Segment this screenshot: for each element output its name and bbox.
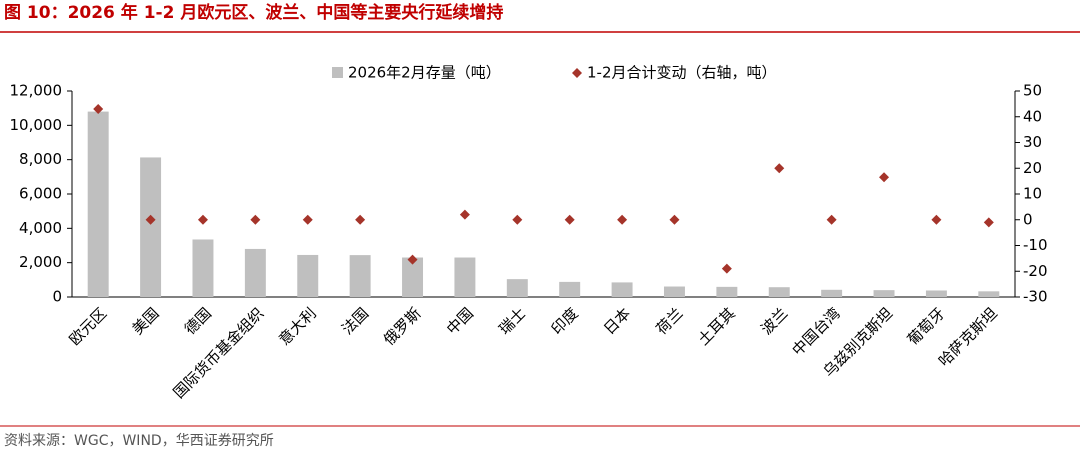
y-tick-label: 4,000 — [19, 219, 62, 237]
point — [512, 214, 523, 225]
bar — [297, 254, 319, 297]
y-tick-label: 0 — [52, 288, 62, 306]
x-tick-label: 日本 — [600, 304, 634, 338]
x-tick-label: 葡萄牙 — [904, 304, 949, 349]
x-tick-label: 国际货币基金组织 — [170, 304, 268, 402]
y2-tick-label: -20 — [1023, 262, 1048, 280]
x-tick-label: 波兰 — [757, 304, 791, 338]
x-tick-label: 中国 — [443, 304, 477, 338]
bar — [192, 239, 214, 297]
x-tick-label: 美国 — [129, 304, 163, 338]
bar — [87, 111, 109, 297]
x-tick-label: 德国 — [181, 304, 215, 338]
y2-tick-label: 0 — [1023, 210, 1033, 228]
point — [407, 254, 418, 265]
source-note: 资料来源：WGC，WIND，华西证券研究所 — [4, 433, 274, 449]
point — [355, 214, 366, 225]
bar — [140, 157, 162, 297]
y2-tick-label: 50 — [1023, 82, 1042, 100]
bar — [978, 291, 1000, 297]
point — [564, 214, 575, 225]
bar — [716, 286, 738, 297]
bar — [663, 286, 685, 297]
y-tick-label: 2,000 — [19, 253, 62, 271]
x-tick-label: 荷兰 — [653, 304, 687, 338]
x-tick-label: 印度 — [548, 304, 582, 338]
y2-tick-label: 20 — [1023, 159, 1042, 177]
point — [879, 172, 890, 183]
legend-swatch — [332, 67, 343, 78]
point — [459, 209, 470, 220]
x-tick-label: 俄罗斯 — [380, 304, 425, 349]
point — [669, 214, 680, 225]
x-tick-label: 土耳其 — [694, 304, 739, 349]
bar — [506, 279, 528, 297]
bar — [402, 257, 424, 297]
point — [197, 214, 208, 225]
point — [931, 214, 942, 225]
point — [93, 104, 104, 115]
point — [302, 214, 313, 225]
y-tick-label: 10,000 — [10, 116, 63, 134]
point — [250, 214, 261, 225]
x-tick-label: 瑞士 — [495, 304, 529, 338]
bar — [611, 282, 633, 297]
y2-tick-label: -30 — [1023, 288, 1048, 306]
bar — [244, 248, 266, 297]
point — [617, 214, 628, 225]
y-tick-label: 6,000 — [19, 185, 62, 203]
y2-tick-label: -10 — [1023, 236, 1048, 254]
bar — [821, 289, 843, 297]
point — [774, 163, 785, 174]
legend-label: 1-2月合计变动（右轴，吨） — [587, 64, 777, 82]
point — [145, 214, 156, 225]
bar — [768, 287, 790, 297]
y-tick-label: 8,000 — [19, 150, 62, 168]
point — [721, 263, 732, 274]
bar — [925, 290, 947, 297]
y2-tick-label: 40 — [1023, 107, 1042, 125]
legend-swatch — [572, 68, 582, 78]
point — [983, 217, 994, 228]
bar — [349, 255, 371, 297]
x-tick-label: 欧元区 — [66, 304, 111, 349]
y2-tick-label: 30 — [1023, 133, 1042, 151]
x-tick-label: 意大利 — [275, 304, 320, 349]
y-tick-label: 12,000 — [10, 82, 63, 100]
point — [826, 214, 837, 225]
bar — [873, 290, 895, 297]
legend-label: 2026年2月存量（吨） — [348, 64, 501, 82]
x-tick-label: 法国 — [338, 304, 372, 338]
y2-tick-label: 10 — [1023, 185, 1042, 203]
bar — [454, 257, 476, 297]
chart-title: 图 10：2026 年 1-2 月欧元区、波兰、中国等主要央行延续增持 — [4, 2, 503, 23]
bar — [559, 281, 581, 297]
